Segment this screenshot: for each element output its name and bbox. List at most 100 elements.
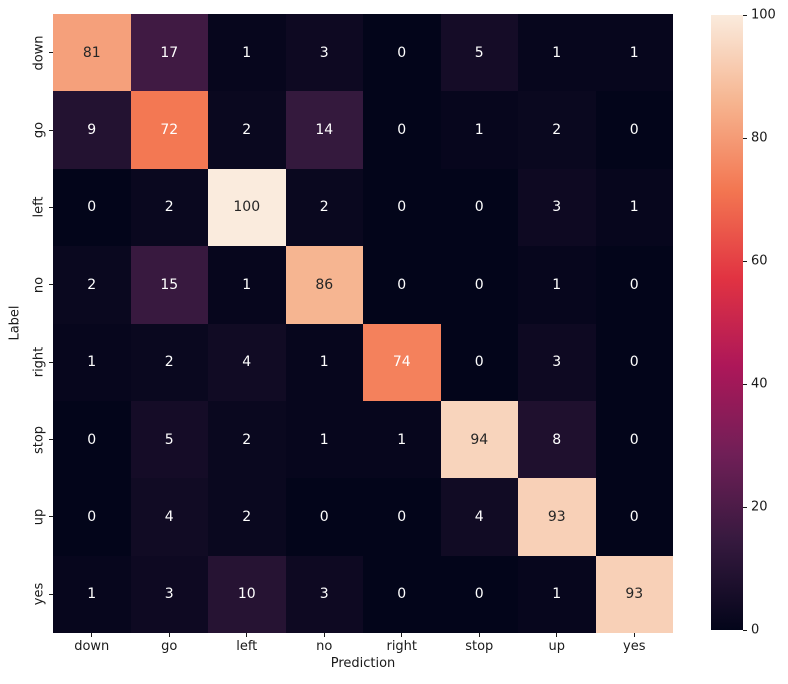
- heatmap-cell-right-yes: 0: [595, 323, 673, 401]
- cell-value: 0: [474, 354, 484, 371]
- cell-value: 93: [625, 586, 644, 603]
- cell-value: 17: [160, 44, 179, 61]
- heatmap-cell-yes-no: 3: [285, 555, 363, 633]
- heatmap-cell-yes-left: 10: [208, 555, 286, 633]
- cell-value: 1: [242, 276, 252, 293]
- cell-value: 0: [397, 44, 407, 61]
- cell-value: 5: [164, 431, 174, 448]
- cell-value: 1: [397, 431, 407, 448]
- heatmap-cell-up-go: 4: [130, 478, 208, 556]
- heatmap-cell-up-right: 0: [363, 478, 441, 556]
- heatmap-cell-stop-up: 8: [518, 400, 596, 479]
- cell-value: 93: [547, 508, 566, 525]
- x-tick-mark: [323, 633, 325, 637]
- heatmap-cell-yes-right: 0: [363, 555, 441, 633]
- cell-value: 2: [242, 431, 252, 448]
- cell-value: 4: [164, 508, 174, 525]
- x-tick-label-left: left: [236, 639, 258, 654]
- x-tick-mark: [556, 633, 558, 637]
- cell-value: 0: [397, 122, 407, 139]
- y-tick-label-left: left: [31, 196, 47, 218]
- cell-value: 14: [315, 122, 334, 139]
- cell-value: 1: [629, 199, 639, 216]
- colorbar-tick-label-80: 80: [751, 130, 768, 146]
- x-tick-label-up: up: [548, 639, 566, 654]
- cell-value: 0: [474, 586, 484, 603]
- heatmap-cell-left-go: 2: [130, 168, 208, 247]
- y-tick-mark: [49, 284, 53, 286]
- cell-value: 2: [164, 199, 174, 216]
- cell-value: 3: [552, 354, 562, 371]
- heatmap-cell-left-left: 100: [208, 168, 286, 247]
- colorbar-tick-mark: [743, 14, 747, 16]
- heatmap-cell-yes-stop: 0: [440, 555, 518, 633]
- cell-value: 4: [242, 354, 252, 371]
- heatmap-cell-left-up: 3: [518, 168, 596, 247]
- heatmap-cell-no-go: 15: [130, 246, 208, 324]
- cell-value: 9: [87, 122, 97, 139]
- heatmap-cell-left-no: 2: [285, 168, 363, 247]
- y-tick-label-down: down: [31, 35, 47, 71]
- y-tick-mark: [49, 439, 53, 441]
- colorbar-tick-mark: [743, 383, 747, 385]
- heatmap-cell-right-go: 2: [130, 323, 208, 401]
- heatmap-cell-right-down: 1: [53, 323, 131, 401]
- x-tick-label-yes: yes: [623, 639, 646, 654]
- heatmap-cell-down-up: 1: [518, 14, 596, 92]
- cell-value: 2: [164, 354, 174, 371]
- heatmap-cell-right-right: 74: [363, 323, 441, 401]
- y-tick-label-no: no: [31, 276, 47, 293]
- cell-value: 86: [315, 276, 334, 293]
- cell-value: 0: [87, 199, 97, 216]
- cell-value: 0: [397, 508, 407, 525]
- y-tick-mark: [49, 129, 53, 131]
- cell-value: 0: [474, 276, 484, 293]
- heatmap-cell-no-left: 1: [208, 246, 286, 324]
- heatmap-cell-down-go: 17: [130, 14, 208, 92]
- heatmap-cell-down-stop: 5: [440, 14, 518, 92]
- heatmap-cell-no-down: 2: [53, 246, 131, 324]
- cell-value: 1: [552, 586, 562, 603]
- cell-value: 0: [629, 508, 639, 525]
- cell-value: 3: [319, 586, 329, 603]
- cell-value: 0: [87, 431, 97, 448]
- cell-value: 1: [87, 586, 97, 603]
- cell-value: 4: [474, 508, 484, 525]
- heatmap-cell-up-down: 0: [53, 478, 131, 556]
- cell-value: 0: [397, 199, 407, 216]
- heatmap-cell-yes-yes: 93: [595, 555, 673, 633]
- heatmap-cell-down-down: 81: [53, 14, 131, 92]
- x-tick-mark: [91, 633, 93, 637]
- heatmap-cell-stop-right: 1: [363, 400, 441, 479]
- heatmap-cell-go-down: 9: [53, 91, 131, 169]
- heatmap-cell-stop-no: 1: [285, 400, 363, 479]
- heatmap-cell-up-stop: 4: [440, 478, 518, 556]
- heatmap-cell-down-right: 0: [363, 14, 441, 92]
- colorbar: [711, 15, 743, 630]
- x-tick-label-go: go: [161, 639, 178, 654]
- cell-value: 8: [552, 431, 562, 448]
- cell-value: 1: [629, 44, 639, 61]
- cell-value: 2: [242, 508, 252, 525]
- cell-value: 0: [397, 586, 407, 603]
- y-tick-label-up: up: [31, 508, 47, 526]
- colorbar-tick-mark: [743, 506, 747, 508]
- cell-value: 1: [552, 44, 562, 61]
- heatmap-cell-down-left: 1: [208, 14, 286, 92]
- cell-value: 0: [87, 508, 97, 525]
- cell-value: 0: [629, 276, 639, 293]
- colorbar-tick-label-60: 60: [751, 253, 768, 269]
- cell-value: 1: [87, 354, 97, 371]
- y-tick-label-right: right: [31, 346, 47, 378]
- cell-value: 0: [319, 508, 329, 525]
- cell-value: 15: [160, 276, 179, 293]
- cell-value: 100: [233, 199, 261, 216]
- cell-value: 74: [392, 354, 411, 371]
- x-tick-mark: [401, 633, 403, 637]
- heatmap-cell-right-stop: 0: [440, 323, 518, 401]
- cell-value: 0: [629, 354, 639, 371]
- cell-value: 5: [474, 44, 484, 61]
- heatmap-cell-left-stop: 0: [440, 168, 518, 247]
- cell-value: 2: [87, 276, 97, 293]
